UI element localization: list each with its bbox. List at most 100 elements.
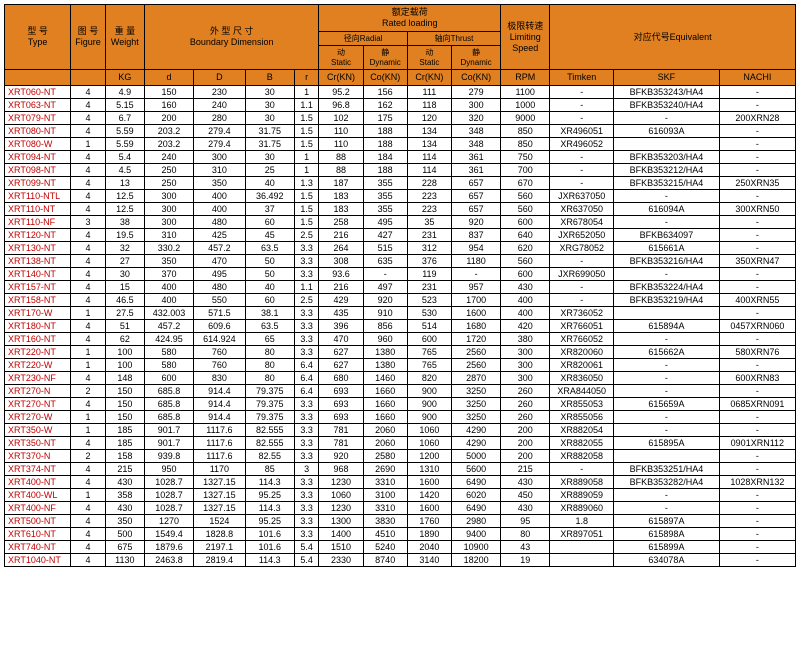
cell: 30 bbox=[245, 112, 294, 125]
cell: 203.2 bbox=[144, 138, 193, 151]
cell: 1327.15 bbox=[194, 502, 246, 515]
cell: 9400 bbox=[452, 528, 501, 541]
table-row: XRT220-NT1100580760803.36271380765256030… bbox=[5, 346, 796, 359]
cell: - bbox=[719, 450, 795, 463]
cell: 25 bbox=[245, 164, 294, 177]
cell: 1300 bbox=[319, 515, 363, 528]
cell: 250XRN35 bbox=[719, 177, 795, 190]
hdr-skf: SKF bbox=[614, 70, 720, 86]
cell: 361 bbox=[452, 151, 501, 164]
cell: - bbox=[550, 294, 614, 307]
cell: 700 bbox=[501, 164, 550, 177]
cell: 3830 bbox=[363, 515, 407, 528]
table-row: XRT220-W1100580760806.462713807652560300… bbox=[5, 359, 796, 372]
cell: 420 bbox=[501, 320, 550, 333]
cell: 18200 bbox=[452, 554, 501, 567]
cell-type: XRT220-NT bbox=[5, 346, 71, 359]
cell: 3.3 bbox=[294, 398, 319, 411]
cell: 850 bbox=[501, 125, 550, 138]
cell: 31.75 bbox=[245, 125, 294, 138]
cell: 5.15 bbox=[105, 99, 144, 112]
cell: 3310 bbox=[363, 502, 407, 515]
cell: 240 bbox=[194, 99, 246, 112]
cell: 4 bbox=[71, 229, 105, 242]
cell-type: XRT400-WL bbox=[5, 489, 71, 502]
cell: 457.2 bbox=[144, 320, 193, 333]
cell-type: XRT138-NT bbox=[5, 255, 71, 268]
cell: 96.8 bbox=[319, 99, 363, 112]
cell: 615899A bbox=[614, 541, 720, 554]
cell: 4 bbox=[71, 125, 105, 138]
cell: 600XRN83 bbox=[719, 372, 795, 385]
cell: 80 bbox=[501, 528, 550, 541]
cell: 1 bbox=[71, 359, 105, 372]
cell: 4290 bbox=[452, 424, 501, 437]
cell: XR678054 bbox=[550, 216, 614, 229]
cell: 1 bbox=[71, 424, 105, 437]
cell: 957 bbox=[452, 281, 501, 294]
cell: 615659A bbox=[614, 398, 720, 411]
cell: 279.4 bbox=[194, 138, 246, 151]
cell: 250 bbox=[144, 177, 193, 190]
cell: 200 bbox=[501, 424, 550, 437]
cell: 216 bbox=[319, 229, 363, 242]
cell: 430 bbox=[105, 476, 144, 489]
cell: 350 bbox=[105, 515, 144, 528]
cell: 10900 bbox=[452, 541, 501, 554]
table-row: XRT110-NTL412.530040036.4921.51833552236… bbox=[5, 190, 796, 203]
cell: 175 bbox=[363, 112, 407, 125]
cell: 82.555 bbox=[245, 437, 294, 450]
cell: 9000 bbox=[501, 112, 550, 125]
cell: 46.5 bbox=[105, 294, 144, 307]
cell: - bbox=[550, 112, 614, 125]
cell: 560 bbox=[501, 190, 550, 203]
cell: 279 bbox=[452, 86, 501, 99]
cell: 760 bbox=[194, 346, 246, 359]
cell: 435 bbox=[319, 307, 363, 320]
table-row: XRT230-NF4148600830806.46801460820287030… bbox=[5, 372, 796, 385]
cell: XR882058 bbox=[550, 450, 614, 463]
table-row: XRT060-NT44.915023030195.21561112791100-… bbox=[5, 86, 796, 99]
cell: 430 bbox=[501, 476, 550, 489]
cell: 1.1 bbox=[294, 281, 319, 294]
cell: 280 bbox=[194, 112, 246, 125]
cell: 1510 bbox=[319, 541, 363, 554]
cell-type: XRT1040-NT bbox=[5, 554, 71, 567]
cell: XR897051 bbox=[550, 528, 614, 541]
cell: 429 bbox=[319, 294, 363, 307]
table-row: XRT370-N2158939.81117.682.553.3920258012… bbox=[5, 450, 796, 463]
hdr-kg: KG bbox=[105, 70, 144, 86]
cell-type: XRT270-NT bbox=[5, 398, 71, 411]
cell: - bbox=[719, 528, 795, 541]
cell: 2.5 bbox=[294, 229, 319, 242]
hdr-thrust: 轴向Thrust bbox=[407, 31, 500, 46]
cell: 134 bbox=[407, 125, 451, 138]
cell: 5.4 bbox=[105, 151, 144, 164]
cell: - bbox=[614, 385, 720, 398]
table-row: XRT350-W1185901.71117.682.5553.378120601… bbox=[5, 424, 796, 437]
cell: 88 bbox=[319, 164, 363, 177]
cell: 400 bbox=[501, 294, 550, 307]
cell: 158 bbox=[105, 450, 144, 463]
cell bbox=[614, 138, 720, 151]
cell: 19.5 bbox=[105, 229, 144, 242]
cell: 4 bbox=[71, 502, 105, 515]
cell: 0901XRN112 bbox=[719, 437, 795, 450]
table-row: XRT158-NT446.5400550602.5429920523170040… bbox=[5, 294, 796, 307]
cell: 615894A bbox=[614, 320, 720, 333]
cell: 470 bbox=[194, 255, 246, 268]
cell: 114 bbox=[407, 151, 451, 164]
cell: 400 bbox=[194, 203, 246, 216]
cell: 200XRN28 bbox=[719, 112, 795, 125]
cell: 1524 bbox=[194, 515, 246, 528]
cell: 781 bbox=[319, 437, 363, 450]
cell: 3.3 bbox=[294, 411, 319, 424]
cell: 200 bbox=[501, 450, 550, 463]
cell: 4 bbox=[71, 372, 105, 385]
cell: - bbox=[614, 333, 720, 346]
cell: 6020 bbox=[452, 489, 501, 502]
cell: 675 bbox=[105, 541, 144, 554]
cell: 160 bbox=[144, 99, 193, 112]
cell: - bbox=[550, 255, 614, 268]
cell: - bbox=[614, 268, 720, 281]
